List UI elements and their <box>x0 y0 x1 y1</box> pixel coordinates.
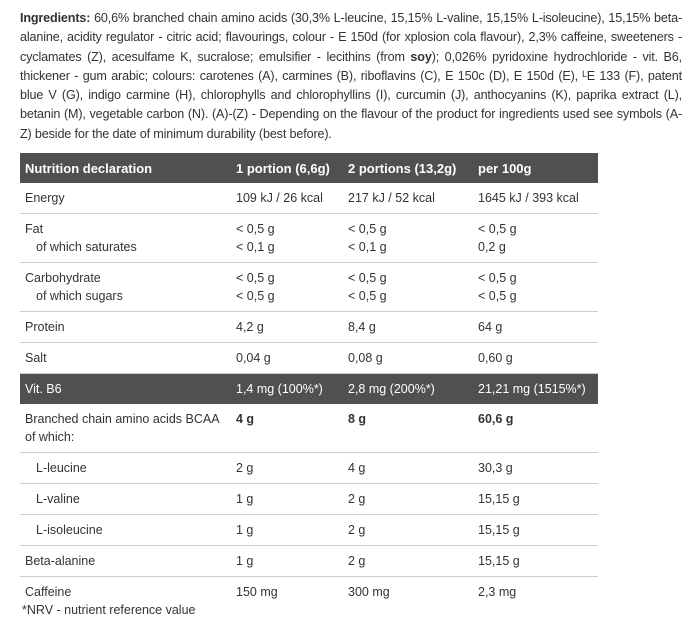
cell: 64 g <box>473 311 598 343</box>
value: < 0,5 g <box>348 289 387 303</box>
ingredients-body: 60,6% branched chain amino acids (30,3% … <box>20 11 682 64</box>
table-row-energy: Energy 109 kJ / 26 kcal 217 kJ / 52 kcal… <box>20 183 598 214</box>
cell: 0,08 g <box>343 342 473 374</box>
value: < 0,5 g <box>348 271 387 285</box>
cell: 1 g <box>231 483 343 515</box>
row-label: L-leucine <box>20 452 231 484</box>
row-label: Salt <box>20 342 231 374</box>
table-header: Nutrition declaration 1 portion (6,6g) 2… <box>20 153 598 183</box>
table-row-bcaa: Branched chain amino acids BCAA of which:… <box>20 404 598 453</box>
ingredients-label: Ingredients: <box>20 11 91 25</box>
footnote: *NRV - nutrient reference value <box>22 603 196 617</box>
value: 0,2 g <box>478 240 506 254</box>
cell: 0,04 g <box>231 342 343 374</box>
header-per-100g: per 100g <box>473 153 598 183</box>
table-row-l-isoleucine: L-isoleucine 1 g 2 g 15,15 g <box>20 514 598 546</box>
table-row-protein: Protein 4,2 g 8,4 g 64 g <box>20 311 598 343</box>
cell: 4,2 g <box>231 311 343 343</box>
cell: 2,8 mg (200%*) <box>343 373 473 404</box>
value: < 0,5 g <box>478 271 517 285</box>
cell: 8,4 g <box>343 311 473 343</box>
cell: 21,21 mg (1515%*) <box>473 373 598 404</box>
value: < 0,5 g <box>348 222 387 236</box>
cell: 15,15 g <box>473 545 598 577</box>
cell: 1645 kJ / 393 kcal <box>473 183 598 214</box>
table-row-salt: Salt 0,04 g 0,08 g 0,60 g <box>20 342 598 374</box>
row-label: Energy <box>20 183 231 214</box>
value: < 0,1 g <box>348 240 387 254</box>
cell: 15,15 g <box>473 514 598 546</box>
label-bcaa: Branched chain amino acids BCAA <box>25 412 220 426</box>
value: < 0,5 g <box>478 222 517 236</box>
table-row-l-valine: L-valine 1 g 2 g 15,15 g <box>20 483 598 515</box>
cell: 4 g <box>231 404 343 453</box>
nutrition-table: Nutrition declaration 1 portion (6,6g) 2… <box>20 153 598 607</box>
row-label: L-valine <box>20 483 231 515</box>
row-label: Branched chain amino acids BCAA of which: <box>20 404 231 453</box>
header-nutrition: Nutrition declaration <box>20 153 231 183</box>
row-label: Vit. B6 <box>20 373 231 404</box>
row-label: Fat of which saturates <box>20 213 231 263</box>
cell: 2,3 mg <box>478 585 517 599</box>
cell: 300 mg <box>348 585 390 599</box>
cell: 2 g <box>343 514 473 546</box>
cell: 2 g <box>231 452 343 484</box>
label-of-which: of which: <box>25 430 75 444</box>
table-row-l-leucine: L-leucine 2 g 4 g 30,3 g <box>20 452 598 484</box>
cell: 2 g <box>343 483 473 515</box>
header-1-portion: 1 portion (6,6g) <box>231 153 343 183</box>
value: < 0,5 g <box>478 289 517 303</box>
cell: 1 g <box>231 514 343 546</box>
label-saturates: of which saturates <box>36 240 137 254</box>
cell: 1,4 mg (100%*) <box>231 373 343 404</box>
cell: 1 g <box>231 545 343 577</box>
cell: < 0,5 g < 0,5 g <box>231 262 343 312</box>
row-label: Protein <box>20 311 231 343</box>
row-label: Beta-alanine <box>20 545 231 577</box>
value: < 0,5 g <box>236 222 275 236</box>
row-label: L-isoleucine <box>20 514 231 546</box>
cell: < 0,5 g 0,2 g <box>473 213 598 263</box>
cell: 217 kJ / 52 kcal <box>343 183 473 214</box>
cell: 2 g <box>343 545 473 577</box>
cell: 109 kJ / 26 kcal <box>231 183 343 214</box>
cell: 8 g <box>343 404 473 453</box>
table-row-fat: Fat of which saturates < 0,5 g < 0,1 g < 0… <box>20 213 598 263</box>
value: < 0,5 g <box>236 289 275 303</box>
cell: < 0,5 g < 0,5 g <box>473 262 598 312</box>
ingredients-text: Ingredients: 60,6% branched chain amino … <box>20 9 682 144</box>
label-fat: Fat <box>25 222 44 236</box>
row-label: Carbohydrate of which sugars <box>20 262 231 312</box>
label-carbohydrate: Carbohydrate <box>25 271 101 285</box>
cell: 150 mg <box>236 585 278 599</box>
table-row-vit-b6: Vit. B6 1,4 mg (100%*) 2,8 mg (200%*) 21… <box>20 373 598 404</box>
table-row-carbohydrate: Carbohydrate of which sugars < 0,5 g < 0,5… <box>20 262 598 312</box>
cell: 60,6 g <box>473 404 598 453</box>
cell: 0,60 g <box>473 342 598 374</box>
cell: 4 g <box>343 452 473 484</box>
ingredients-body-cont: ); 0,026% pyridoxine hydrochloride - vit… <box>20 49 682 141</box>
value: < 0,1 g <box>236 240 275 254</box>
table-row-beta-alanine: Beta-alanine 1 g 2 g 15,15 g <box>20 545 598 577</box>
allergen-soy: soy <box>410 49 432 64</box>
cell: < 0,5 g < 0,5 g <box>343 262 473 312</box>
cell: < 0,5 g < 0,1 g <box>343 213 473 263</box>
cell: 30,3 g <box>473 452 598 484</box>
row-label: Caffeine <box>25 585 72 599</box>
value: < 0,5 g <box>236 271 275 285</box>
table-row-caffeine: Caffeine 150 mg 300 mg 2,3 mg <box>20 577 598 608</box>
label-sugars: of which sugars <box>36 289 123 303</box>
cell: 15,15 g <box>473 483 598 515</box>
cell: < 0,5 g < 0,1 g <box>231 213 343 263</box>
header-2-portions: 2 portions (13,2g) <box>343 153 473 183</box>
